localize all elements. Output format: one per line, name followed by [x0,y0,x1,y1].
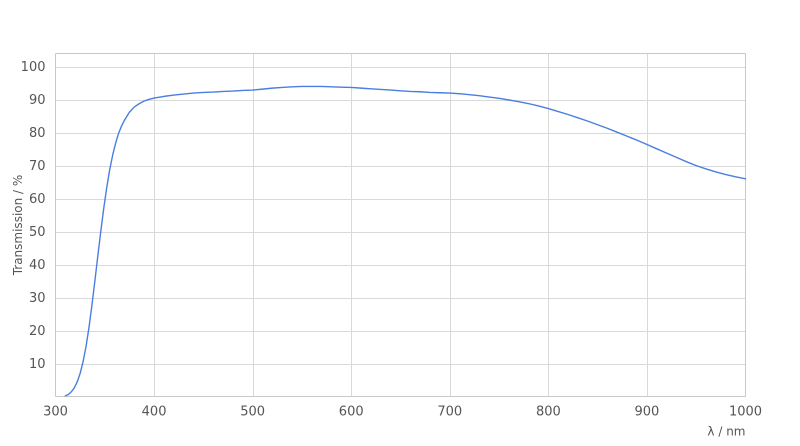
x-tick-label: 300 [43,405,68,420]
y-axis-title: Transmission / % [11,175,25,277]
y-tick-label: 30 [29,291,46,306]
x-tick-label: 1000 [729,405,762,420]
data-line-transmission [64,85,747,397]
y-tick-label: 60 [29,192,46,207]
y-tick-label: 20 [29,324,46,339]
x-axis-title: λ / nm [707,425,745,439]
y-tick-labels: 10 20 30 40 50 60 70 80 90 100 [21,60,46,372]
x-tick-label: 500 [240,405,265,420]
y-tick-label: 80 [29,126,46,141]
x-tick-label: 700 [437,405,462,420]
x-tick-label: 900 [635,405,660,420]
x-gridlines [154,53,648,397]
y-tick-label: 90 [29,93,46,108]
y-tick-label: 40 [29,258,46,273]
data-series-group [64,85,747,397]
x-tick-label: 800 [536,405,561,420]
x-tick-label: 400 [142,405,167,420]
y-tick-label: 10 [29,357,46,372]
plot-frame [55,53,746,397]
y-tick-label: 70 [29,159,46,174]
y-gridlines [55,67,746,365]
y-tick-label: 100 [21,60,46,75]
x-tick-label: 600 [339,405,364,420]
x-tick-labels: 300 400 500 600 700 800 900 1000 [43,405,762,420]
y-tick-label: 50 [29,225,46,240]
